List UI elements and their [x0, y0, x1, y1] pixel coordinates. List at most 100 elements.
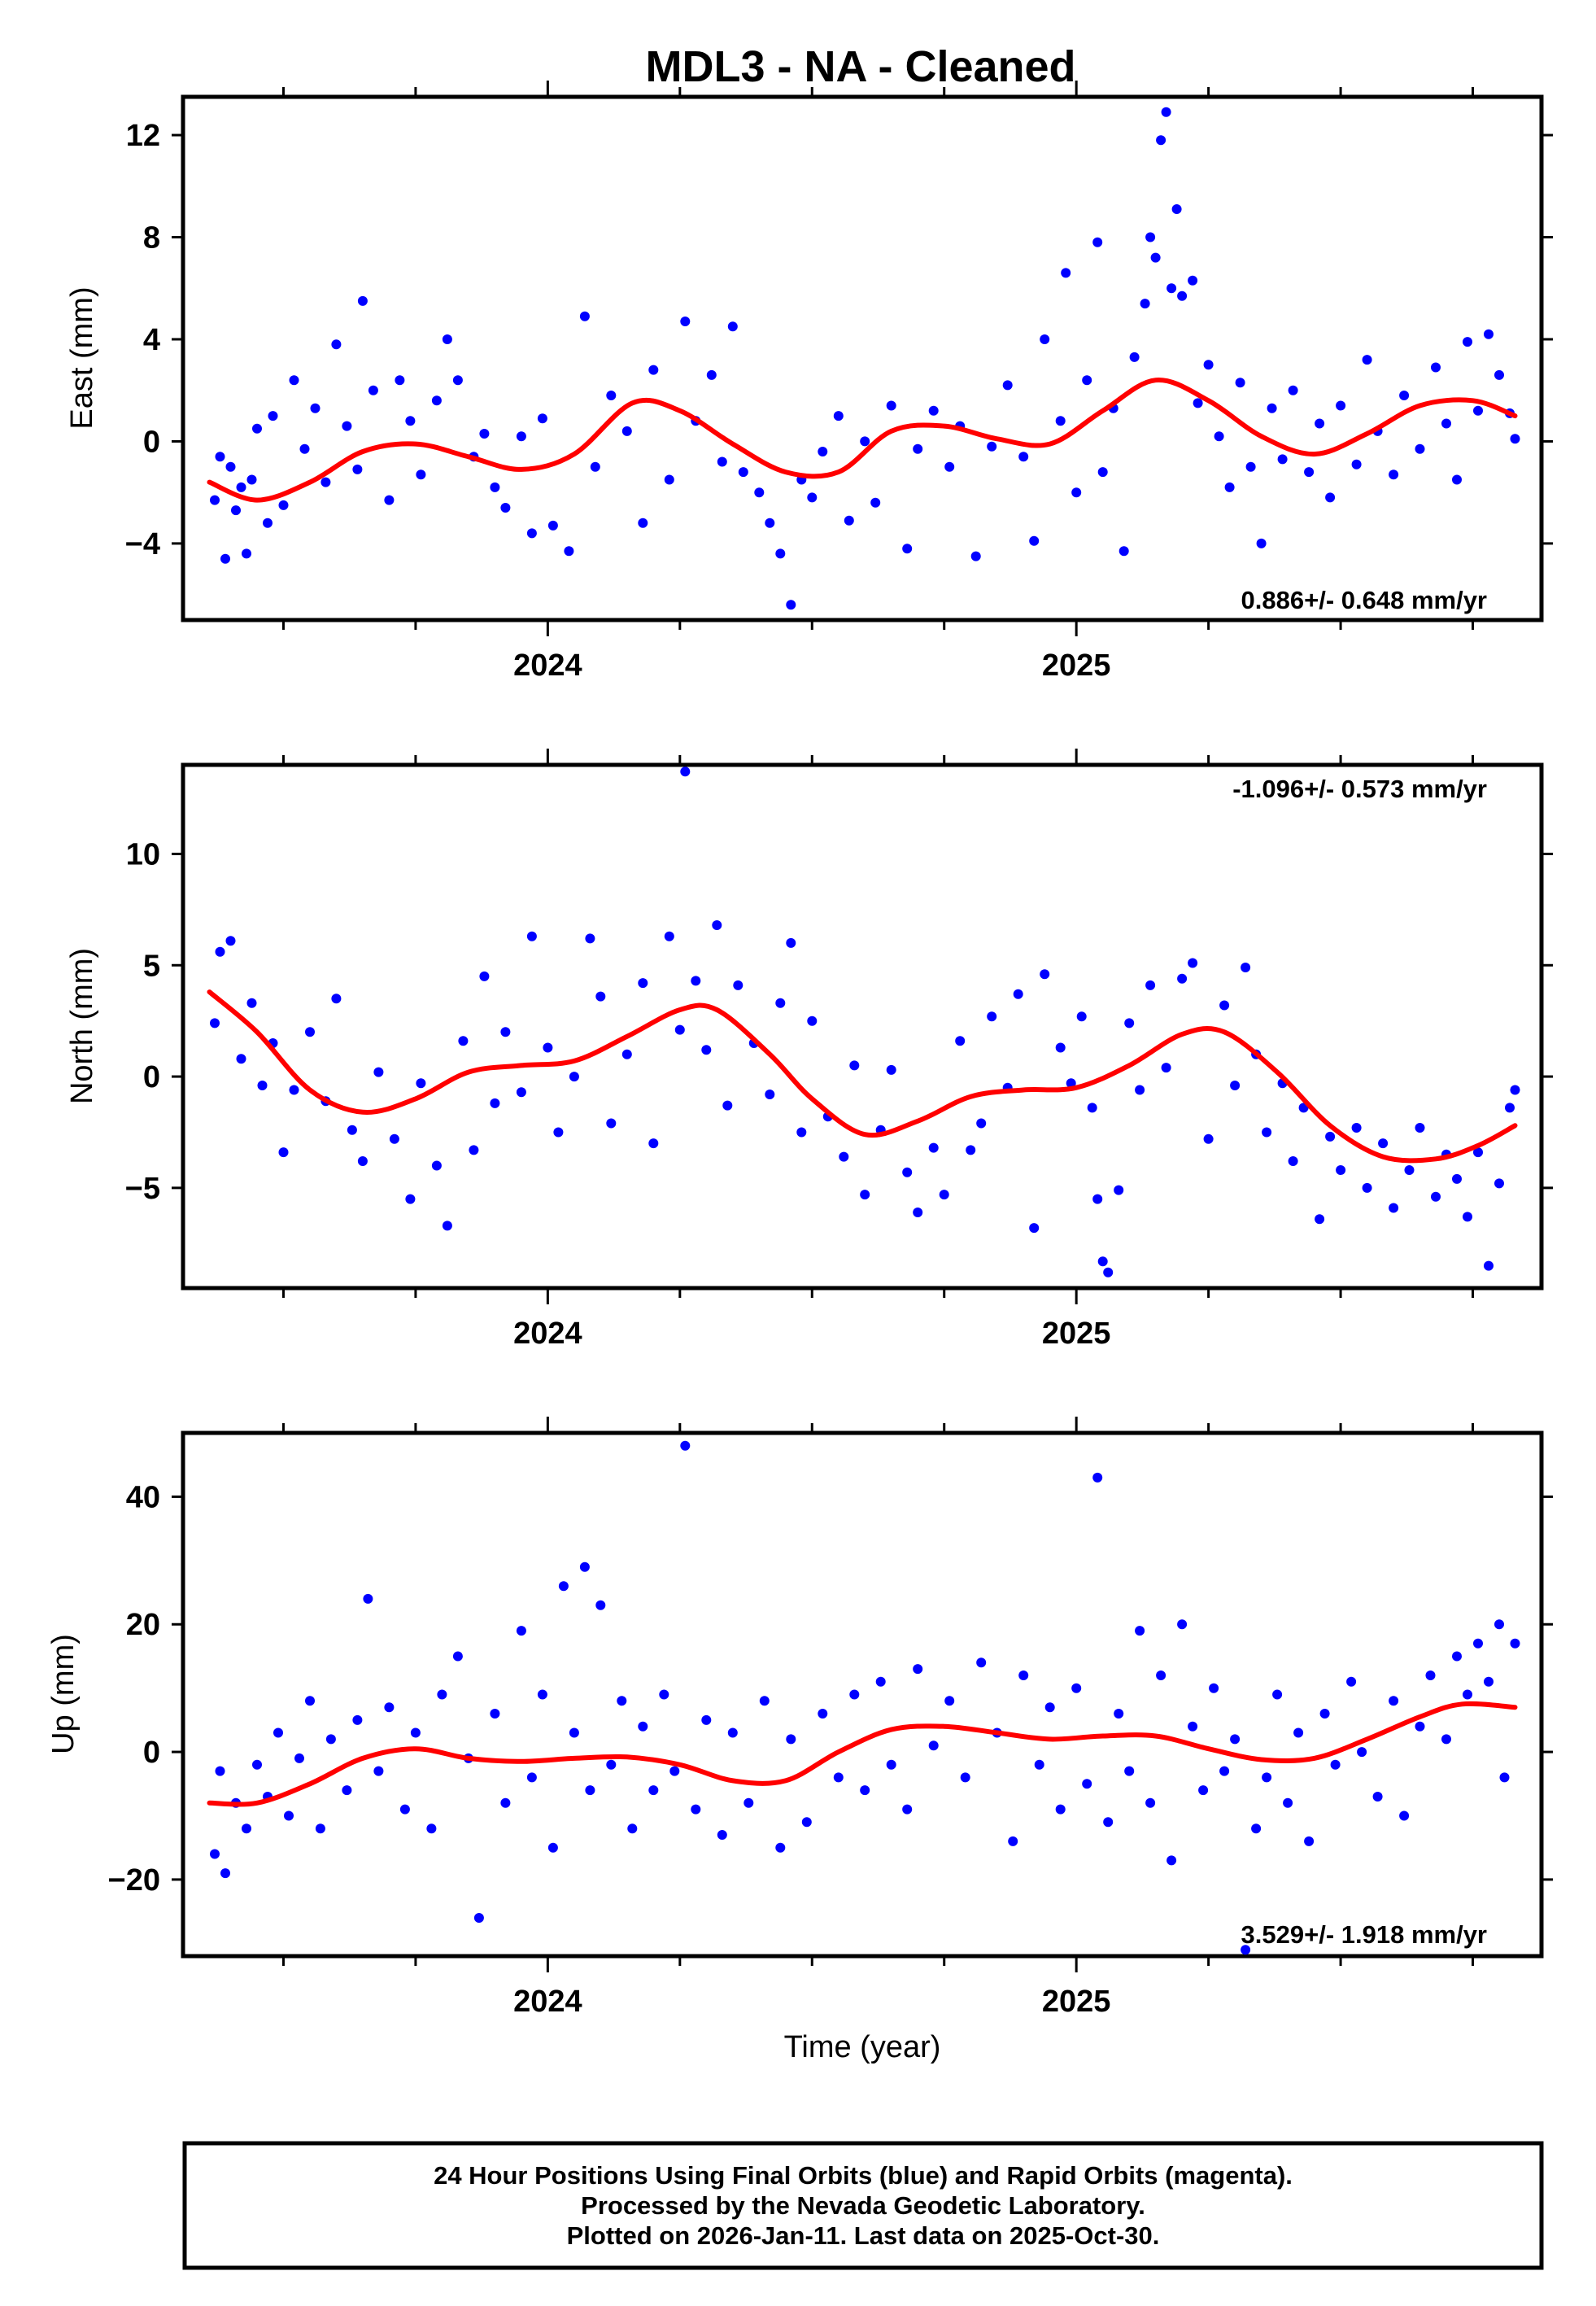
east-ytick-label: 0 — [143, 425, 160, 459]
data-point — [638, 518, 648, 528]
north-ytick-label: 5 — [143, 949, 160, 983]
data-point — [727, 1727, 738, 1738]
data-point — [886, 1759, 896, 1770]
data-point — [1161, 1063, 1171, 1073]
data-point — [384, 1702, 395, 1713]
data-point — [405, 1194, 416, 1204]
data-point — [1494, 1619, 1504, 1630]
data-point — [944, 461, 955, 472]
data-point — [638, 1721, 648, 1732]
figure-title: MDL3 - NA - Cleaned — [645, 42, 1075, 91]
data-point — [775, 548, 786, 559]
data-point — [1510, 1638, 1520, 1649]
data-point — [1150, 252, 1161, 263]
data-point — [1389, 1203, 1399, 1213]
data-point — [944, 1696, 955, 1706]
data-point — [500, 503, 511, 513]
data-point — [1140, 299, 1150, 309]
data-point — [1071, 487, 1082, 498]
data-point — [1145, 980, 1156, 990]
data-point — [1129, 352, 1140, 362]
data-point — [516, 1626, 526, 1636]
data-point — [564, 546, 574, 557]
up-fit-curve — [207, 1701, 1518, 1807]
data-point — [585, 1785, 595, 1796]
data-point — [1103, 1817, 1114, 1828]
data-point — [373, 1067, 384, 1077]
data-point — [547, 1842, 558, 1853]
data-point — [1034, 1759, 1044, 1770]
data-point — [490, 482, 500, 492]
data-point — [437, 1689, 447, 1700]
data-point — [553, 1127, 564, 1138]
data-point — [928, 405, 939, 416]
data-point — [1415, 1123, 1425, 1133]
data-point — [1193, 398, 1203, 408]
data-point — [807, 1015, 818, 1026]
data-point — [1452, 1651, 1462, 1662]
east-panel: −4 0 4 8 12 2024 2025 East (mm) 0.886+/- 0.648… — [65, 81, 1553, 683]
data-point — [1441, 418, 1451, 429]
data-point — [352, 1714, 363, 1725]
data-point — [1425, 1671, 1436, 1680]
data-point — [875, 1676, 886, 1687]
data-point — [384, 495, 395, 505]
data-point — [473, 1913, 484, 1923]
data-point — [442, 334, 452, 344]
data-point — [410, 1727, 421, 1738]
data-point — [1156, 1671, 1166, 1680]
data-point — [368, 385, 378, 395]
north-fit-curve — [207, 989, 1518, 1164]
data-point — [606, 1759, 617, 1770]
data-point — [537, 1689, 547, 1700]
data-point — [231, 505, 241, 516]
data-point — [500, 1797, 511, 1808]
up-ticks: −20 0 20 40 2024 2025 — [108, 1417, 1553, 2019]
data-point — [516, 1087, 526, 1098]
data-point — [1473, 1638, 1483, 1649]
data-point — [976, 1118, 987, 1129]
data-point — [844, 515, 854, 526]
data-point — [1166, 283, 1177, 294]
data-point — [1463, 1689, 1472, 1700]
data-point — [1013, 989, 1023, 999]
data-point — [966, 1145, 976, 1155]
data-point — [870, 497, 881, 508]
footer-line-2: Processed by the Nevada Geodetic Laborat… — [581, 2191, 1145, 2220]
data-point — [278, 500, 289, 510]
data-point — [236, 1054, 246, 1064]
data-point — [273, 1727, 283, 1738]
data-point — [801, 1817, 812, 1828]
data-point — [818, 447, 828, 456]
data-point — [579, 1561, 590, 1572]
data-point — [1219, 1000, 1230, 1011]
data-point — [1241, 963, 1251, 972]
data-point — [1245, 461, 1256, 472]
data-point — [431, 1160, 442, 1171]
footer-box: 24 Hour Positions Using Final Orbits (bl… — [182, 2141, 1544, 2270]
data-point — [1262, 1772, 1272, 1783]
data-point — [1002, 380, 1013, 391]
data-point — [357, 1156, 368, 1166]
data-point — [606, 1118, 617, 1129]
data-point — [1018, 1671, 1029, 1680]
north-xtick-label: 2024 — [513, 1317, 582, 1351]
data-point — [490, 1709, 500, 1719]
up-xtick-label: 2025 — [1042, 1985, 1111, 2019]
data-point — [1029, 1223, 1040, 1234]
data-point — [648, 1785, 659, 1796]
north-ytick-label: 0 — [143, 1060, 160, 1094]
data-point — [970, 551, 981, 561]
data-point — [585, 933, 595, 944]
data-point — [1441, 1734, 1451, 1745]
data-point — [786, 600, 796, 610]
data-point — [399, 1804, 410, 1815]
data-point — [1315, 418, 1325, 429]
data-point — [363, 1593, 373, 1604]
data-point — [590, 461, 600, 472]
north-y-axis-label: North (mm) — [65, 948, 99, 1104]
data-point — [458, 1036, 469, 1046]
data-point — [252, 1759, 262, 1770]
north-ticks: −5 0 5 10 2024 2025 — [125, 749, 1553, 1351]
